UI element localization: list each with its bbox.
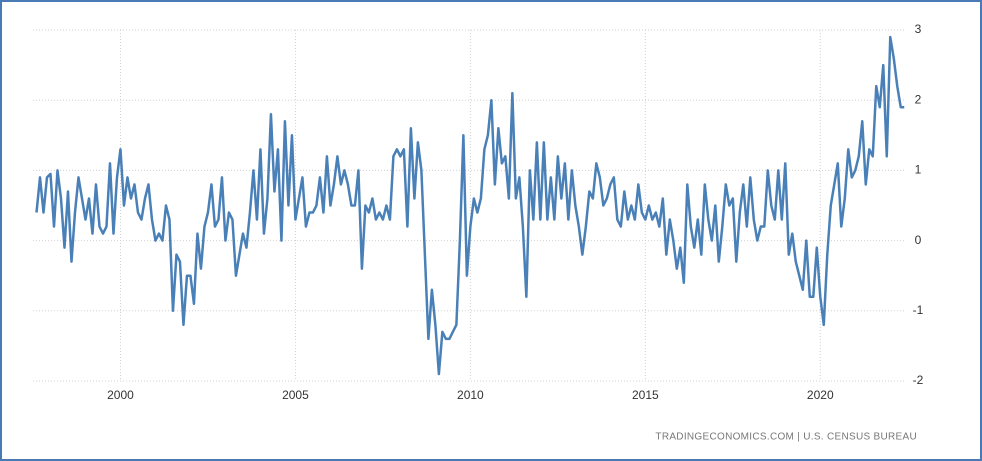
- y-tick-label: 3: [915, 22, 922, 36]
- x-tick-label: 2005: [282, 388, 309, 402]
- y-tick-label: 0: [915, 233, 922, 247]
- source: TRADINGECONOMICS.COM | U.S. CENSUS BUREA…: [655, 432, 917, 443]
- y-tick-label: 2: [915, 92, 922, 106]
- y-tick-label: 1: [915, 163, 922, 177]
- y-tick-label: -1: [913, 303, 924, 317]
- x-tick-label: 2020: [807, 388, 834, 402]
- x-tick-label: 2010: [457, 388, 484, 402]
- data-line: [35, 35, 905, 376]
- x-tick-label: 2000: [107, 388, 134, 402]
- x-tick-label: 2015: [632, 388, 659, 402]
- y-tick-label: -2: [913, 373, 924, 387]
